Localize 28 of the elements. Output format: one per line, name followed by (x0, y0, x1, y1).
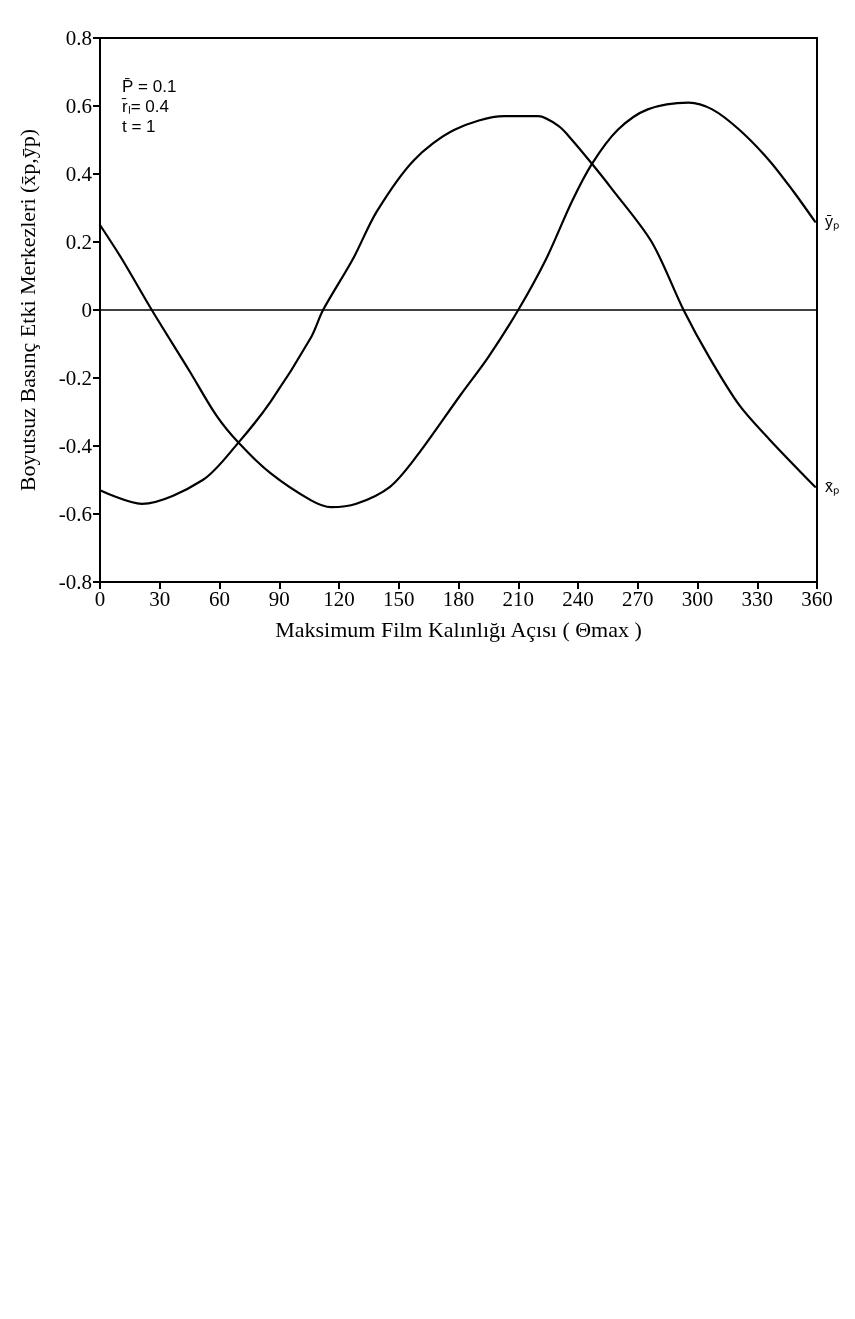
y-tick-label: 0.8 (65, 26, 92, 50)
series-label: ȳₚ (825, 213, 840, 232)
x-tick-label: 330 (741, 586, 773, 611)
x-tick-label: 210 (502, 586, 534, 611)
y-tick-label: 0.6 (65, 94, 92, 118)
x-tick-label: 360 (801, 586, 833, 611)
x-tick-label: 90 (268, 586, 290, 611)
y-tick-label: -0.6 (58, 502, 92, 526)
annotation: t = 1 (122, 117, 156, 136)
x-tick-label: 30 (149, 586, 171, 611)
y-tick-label: 0.2 (65, 230, 92, 254)
series-label: x̄ₚ (825, 478, 840, 497)
x-tick-label: 270 (622, 586, 654, 611)
x-tick-label: 300 (681, 586, 714, 611)
y-tick-label: 0 (81, 298, 92, 322)
y-tick-label: -0.2 (58, 366, 92, 390)
x-tick-label: 180 (442, 586, 475, 611)
x-tick-label: 150 (383, 586, 415, 611)
x-axis-title: Maksimum Film Kalınlığı Açısı ( Θmax ) (275, 616, 642, 642)
y-axis-title: Boyutsuz Basınç Etki Merkezleri (x̄p,ȳp) (14, 128, 40, 492)
x-tick-label: 240 (562, 586, 594, 611)
y-tick-label: -0.4 (58, 434, 93, 458)
annotation: r̄ₗ= 0.4 (120, 97, 169, 116)
y-tick-label: 0.4 (65, 162, 93, 186)
x-tick-label: 60 (209, 586, 230, 611)
x-tick-label: 120 (323, 586, 355, 611)
y-tick-label: -0.8 (58, 570, 92, 594)
annotation: P̄ = 0.1 (122, 77, 177, 96)
